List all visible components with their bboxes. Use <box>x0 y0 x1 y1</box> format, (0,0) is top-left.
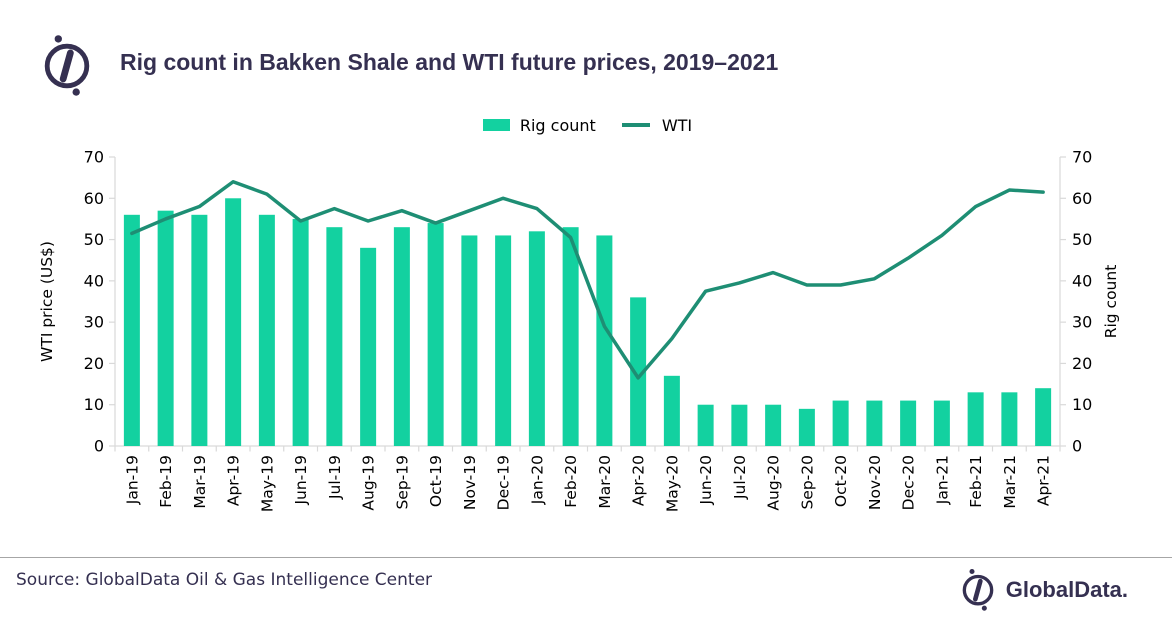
left-tick-label-70: 70 <box>84 148 104 167</box>
x-axis-ticks <box>114 446 1061 452</box>
right-tick-label-70: 70 <box>1072 148 1092 167</box>
bar-Oct-19 <box>427 223 444 446</box>
x-label-Mar-21: Mar-21 <box>1001 455 1019 509</box>
bar-Jul-20 <box>731 404 748 446</box>
x-label-Oct-20: Oct-20 <box>832 455 850 507</box>
bar-May-19 <box>258 214 275 446</box>
x-label-May-20: May-20 <box>663 455 681 512</box>
bar-Nov-19 <box>461 235 478 446</box>
bar-Mar-19 <box>191 214 208 446</box>
x-label-Feb-20: Feb-20 <box>562 455 580 508</box>
legend-rig-count-label: Rig count <box>519 115 596 135</box>
x-label-Nov-20: Nov-20 <box>866 455 884 510</box>
x-label-Jan-19: Jan-19 <box>123 455 141 505</box>
x-label-Aug-20: Aug-20 <box>765 455 783 511</box>
bar-Feb-21 <box>967 392 984 446</box>
left-tick-label-0: 0 <box>94 437 104 456</box>
x-label-Nov-19: Nov-19 <box>461 455 479 510</box>
bar-Nov-20 <box>866 400 883 446</box>
bar-Aug-19 <box>360 247 377 446</box>
left-tick-label-30: 30 <box>84 313 104 332</box>
left-tick-label-40: 40 <box>84 271 104 290</box>
x-label-Feb-21: Feb-21 <box>967 455 985 508</box>
bar-Apr-20 <box>630 297 647 446</box>
x-label-Sep-20: Sep-20 <box>798 455 816 510</box>
bar-Sep-20 <box>798 408 815 446</box>
x-label-Mar-19: Mar-19 <box>191 455 209 509</box>
x-axis-labels: Jan-19 Feb-19 Mar-19 Apr-19 May-19 Jun-19 Jul-… <box>123 455 1052 512</box>
source-text: Source: GlobalData Oil & Gas Intelligenc… <box>16 570 433 590</box>
x-label-Feb-19: Feb-19 <box>157 455 175 508</box>
bar-Dec-19 <box>495 235 512 446</box>
bar-Jul-19 <box>326 227 343 446</box>
x-label-Jun-20: Jun-20 <box>697 455 715 506</box>
right-tick-label-0: 0 <box>1072 437 1082 456</box>
x-label-Apr-19: Apr-19 <box>225 455 243 506</box>
x-label-Jan-20: Jan-20 <box>528 455 546 505</box>
left-axis-ticks: 0 10 20 30 40 50 60 70 <box>84 148 115 456</box>
left-tick-label-50: 50 <box>84 230 104 249</box>
bar-Dec-20 <box>900 400 917 446</box>
bar-Feb-20 <box>562 227 579 446</box>
x-label-Jul-20: Jul-20 <box>731 455 749 500</box>
bar-Jun-19 <box>292 218 309 446</box>
x-label-Apr-21: Apr-21 <box>1035 455 1053 506</box>
bar-Aug-20 <box>765 404 782 446</box>
x-label-Oct-19: Oct-19 <box>427 455 445 507</box>
bar-Jun-20 <box>697 404 714 446</box>
x-label-Jun-19: Jun-19 <box>292 455 310 506</box>
wti-line <box>130 180 1045 380</box>
right-axis-title: Rig count <box>1102 265 1120 339</box>
legend-wti-label: WTI <box>661 115 693 135</box>
bar-Mar-21 <box>1001 392 1018 446</box>
globaldata-logo-icon <box>962 568 994 611</box>
right-tick-label-10: 10 <box>1072 395 1092 414</box>
x-label-Dec-20: Dec-20 <box>900 455 918 510</box>
left-tick-label-10: 10 <box>84 395 104 414</box>
bar-Apr-21 <box>1035 388 1052 446</box>
bar-Feb-19 <box>157 210 174 446</box>
chart-legend: Rig count WTI <box>115 112 1060 138</box>
right-tick-label-50: 50 <box>1072 230 1092 249</box>
right-tick-label-60: 60 <box>1072 189 1092 208</box>
left-tick-label-60: 60 <box>84 189 104 208</box>
bar-Jan-19 <box>123 214 140 446</box>
legend-rig-count-swatch <box>482 119 510 131</box>
bar-Jan-20 <box>528 231 545 446</box>
x-label-May-19: May-19 <box>258 455 276 512</box>
right-tick-label-20: 20 <box>1072 354 1092 373</box>
bar-Apr-19 <box>225 198 242 446</box>
x-label-Jan-21: Jan-21 <box>933 455 951 505</box>
bar-Jan-21 <box>933 400 950 446</box>
globaldata-logo-icon <box>44 35 90 96</box>
footer-divider <box>0 557 1172 558</box>
right-tick-label-40: 40 <box>1072 271 1092 290</box>
left-axis-title: WTI price (US$) <box>38 241 56 362</box>
combo-chart: 0 10 20 30 40 50 60 70 0 10 20 30 40 50 60 70 Jan-19 Feb-… <box>38 148 1120 513</box>
bar-May-20 <box>663 375 680 446</box>
footer-brand: GlobalData. <box>958 568 1128 611</box>
left-tick-label-20: 20 <box>84 354 104 373</box>
x-label-Apr-20: Apr-20 <box>630 455 648 506</box>
right-tick-label-30: 30 <box>1072 313 1092 332</box>
bar-Mar-20 <box>596 235 613 446</box>
bar-Oct-20 <box>832 400 849 446</box>
x-label-Sep-19: Sep-19 <box>393 455 411 510</box>
page-title: Rig count in Bakken Shale and WTI future… <box>120 49 779 75</box>
footer-brand-text: GlobalData. <box>1005 576 1128 602</box>
x-label-Dec-19: Dec-19 <box>495 455 513 510</box>
x-label-Aug-19: Aug-19 <box>360 455 378 511</box>
bar-Sep-19 <box>393 227 410 446</box>
rig-count-bars <box>123 198 1052 446</box>
right-axis-ticks: 0 10 20 30 40 50 60 70 <box>1060 148 1092 456</box>
x-label-Mar-20: Mar-20 <box>596 455 614 509</box>
x-label-Jul-19: Jul-19 <box>326 455 344 500</box>
legend-wti-swatch <box>621 123 650 127</box>
